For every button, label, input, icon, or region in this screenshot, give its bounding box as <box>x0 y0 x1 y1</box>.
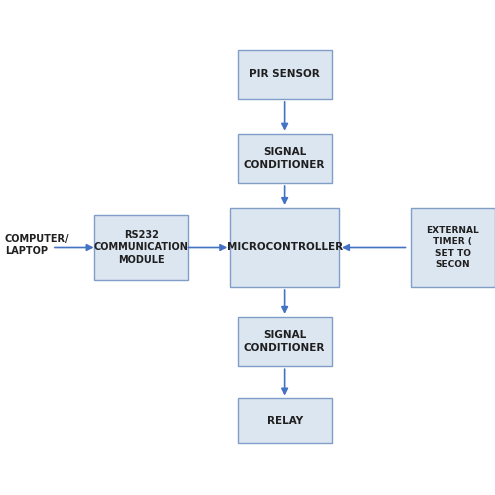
Text: COMPUTER/
LAPTOP: COMPUTER/ LAPTOP <box>5 234 69 256</box>
Text: PIR SENSOR: PIR SENSOR <box>249 69 320 79</box>
FancyBboxPatch shape <box>238 50 332 99</box>
Text: MICROCONTROLLER: MICROCONTROLLER <box>227 243 343 252</box>
Text: SIGNAL
CONDITIONER: SIGNAL CONDITIONER <box>244 147 325 170</box>
Text: RELAY: RELAY <box>267 416 302 426</box>
Text: RS232
COMMUNICATION
MODULE: RS232 COMMUNICATION MODULE <box>94 230 189 265</box>
FancyBboxPatch shape <box>411 208 495 287</box>
Text: EXTERNAL
TIMER (
SET TO
SECON: EXTERNAL TIMER ( SET TO SECON <box>427 226 479 269</box>
FancyBboxPatch shape <box>230 208 339 287</box>
FancyBboxPatch shape <box>238 134 332 183</box>
FancyBboxPatch shape <box>238 398 332 443</box>
FancyBboxPatch shape <box>238 317 332 366</box>
FancyBboxPatch shape <box>94 215 188 280</box>
Text: SIGNAL
CONDITIONER: SIGNAL CONDITIONER <box>244 330 325 353</box>
